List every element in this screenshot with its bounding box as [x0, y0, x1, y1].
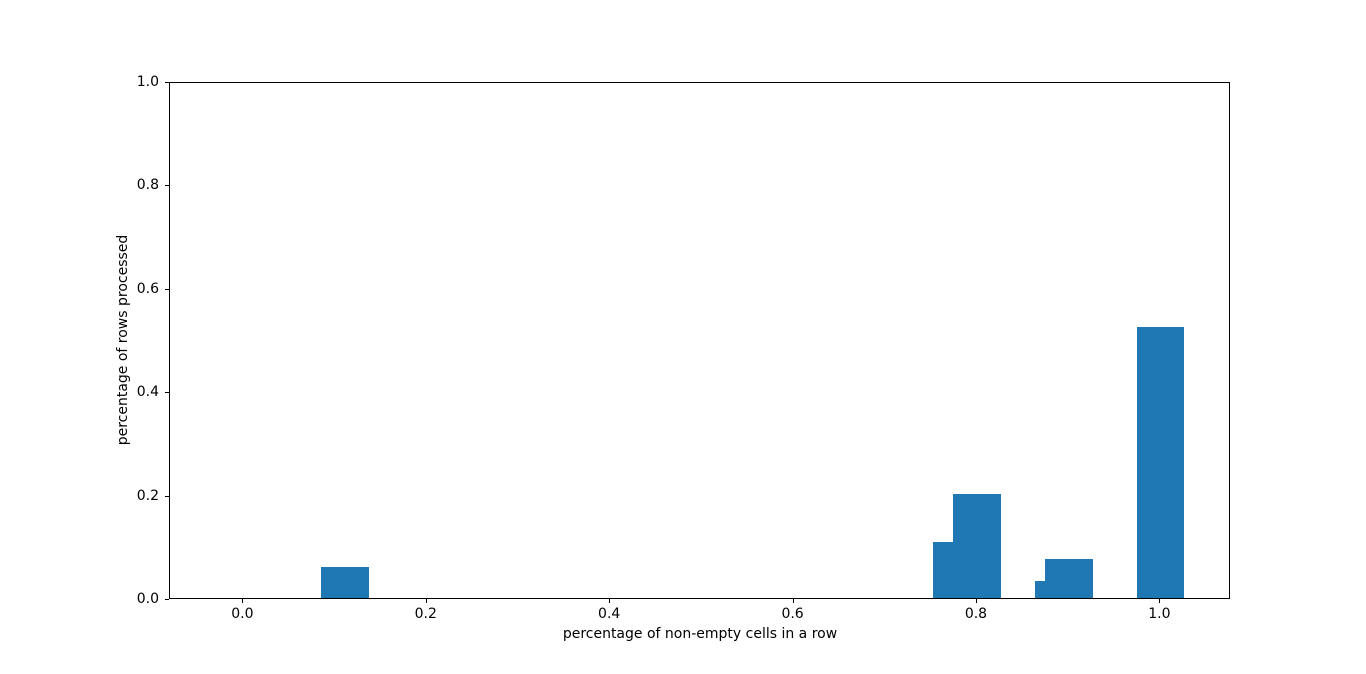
- bar: [1044, 559, 1093, 598]
- y-tick-label: 1.0: [136, 74, 159, 90]
- y-axis-label: percentage of rows processed: [115, 234, 131, 446]
- y-tick-label: 0.8: [136, 177, 159, 194]
- bar: [1136, 327, 1185, 598]
- plot-area: [169, 82, 1230, 599]
- y-tick-mark: [165, 288, 169, 290]
- bar: [953, 494, 1001, 598]
- x-tick-label: 0.4: [598, 606, 621, 622]
- x-tick-mark: [242, 599, 244, 603]
- y-tick-label: 0.4: [136, 384, 159, 401]
- x-tick-mark: [609, 599, 611, 603]
- y-tick-label: 0.6: [136, 280, 159, 297]
- y-tick-mark: [165, 392, 169, 394]
- x-axis-label: percentage of non-empty cells in a row: [562, 626, 838, 642]
- x-tick-label: 0.6: [781, 606, 804, 622]
- x-tick-mark: [425, 599, 427, 603]
- y-tick-mark: [165, 495, 169, 497]
- x-tick-label: 0.0: [231, 606, 254, 622]
- x-tick-mark: [792, 599, 794, 603]
- y-tick-mark: [165, 185, 169, 187]
- bar: [321, 566, 369, 598]
- x-tick-mark: [975, 599, 977, 603]
- y-tick-mark: [165, 82, 169, 83]
- x-tick-mark: [1159, 599, 1161, 603]
- x-tick-label: 0.2: [414, 606, 437, 622]
- x-tick-label: 0.8: [964, 606, 988, 622]
- y-tick-mark: [165, 599, 169, 600]
- y-tick-label: 0.2: [136, 487, 159, 504]
- y-tick-label: 0.0: [136, 591, 159, 607]
- x-tick-label: 1.0: [1148, 606, 1171, 622]
